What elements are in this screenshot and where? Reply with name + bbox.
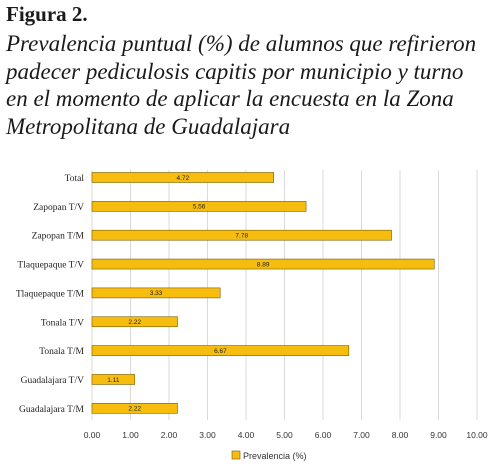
x-tick-label: 0.00 (84, 430, 101, 440)
x-tick-label: 8.00 (392, 430, 409, 440)
category-label: Zapopan T/M (32, 232, 85, 242)
bar (91, 258, 435, 270)
legend-label: Prevalencia (%) (243, 451, 307, 461)
bar (91, 402, 178, 414)
caption-line-4: Metropolitana de Guadalajara (6, 113, 291, 139)
data-label: 7.78 (235, 233, 248, 240)
x-tick-label: 6.00 (315, 430, 332, 440)
data-label: 5.56 (193, 204, 206, 211)
bar (91, 287, 221, 299)
category-label: Tonala T/V (41, 318, 84, 328)
data-label: 4.72 (177, 175, 190, 182)
x-tick-label: 5.00 (276, 430, 293, 440)
caption-line-2: padecer pediculosis capitis por municipi… (6, 58, 464, 84)
category-label: Tlaquepaque T/V (17, 261, 84, 271)
x-tick-label: 9.00 (430, 430, 447, 440)
x-tick-label: 7.00 (353, 430, 370, 440)
legend: Prevalencia (%) (231, 450, 307, 461)
bar (91, 229, 392, 241)
category-label: Guadalajara T/M (19, 405, 85, 415)
category-label: Total (65, 174, 85, 184)
x-tick-label: 1.00 (122, 430, 139, 440)
data-label: 1.11 (107, 377, 120, 384)
caption-line-3: en el momento de aplicar la encuesta en … (6, 86, 454, 111)
category-label: Tlaquepaque T/M (16, 289, 85, 299)
bar (91, 374, 136, 385)
bar (91, 316, 178, 328)
data-label: 6.67 (214, 348, 227, 355)
figure-caption: Prevalencia puntual (%) de alumnos que r… (6, 30, 494, 140)
x-tick-label: 2.00 (161, 430, 178, 440)
data-label: 3.33 (150, 290, 163, 297)
category-label: Guadalajara T/V (21, 376, 85, 386)
data-label: 8.89 (257, 261, 270, 268)
legend-swatch (231, 450, 241, 460)
caption-line-1: Prevalencia puntual (%) de alumnos que r… (6, 31, 477, 56)
x-tick-label: 4.00 (238, 430, 255, 440)
category-label: Tonala T/M (39, 347, 84, 357)
data-label: 2.22 (128, 406, 141, 413)
category-label: Zapopan T/V (33, 203, 84, 213)
x-tick-label: 10.00 (466, 430, 488, 440)
figure-label: Figura 2. (6, 2, 88, 26)
data-label: 2.22 (128, 319, 141, 326)
bars: 4.72 5.56 7.78 8.89 3.33 2.22 6.67 1.11 2.22 (91, 172, 435, 414)
bar (91, 172, 275, 183)
category-labels: Total Zapopan T/V Zapopan T/M Tlaquepaque T… (16, 174, 85, 415)
x-tick-label: 3.00 (199, 430, 216, 440)
bar (91, 345, 350, 356)
bar (91, 201, 307, 212)
x-tick-labels: 0.00 1.00 2.00 3.00 4.00 5.00 6.00 7.00 8.00 9.00… (84, 430, 488, 440)
